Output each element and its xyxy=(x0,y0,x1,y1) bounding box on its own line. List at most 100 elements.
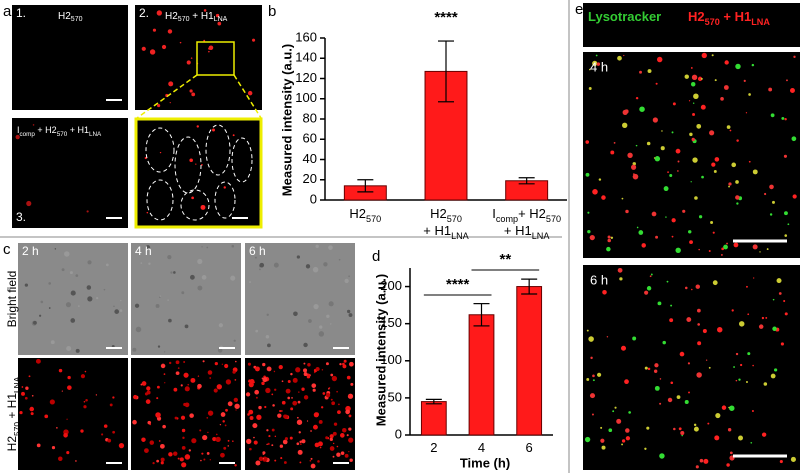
cell-spot xyxy=(692,112,696,116)
cell-spot xyxy=(639,70,642,74)
cell-spot xyxy=(625,436,631,441)
cell-spot xyxy=(217,348,223,353)
cell-spot xyxy=(50,340,55,345)
cell-spot xyxy=(245,392,251,397)
panel-letter: a xyxy=(3,3,12,20)
cell-spot xyxy=(779,459,783,464)
cell-spot xyxy=(197,375,200,377)
cell-spot xyxy=(26,200,32,207)
cell-spot xyxy=(212,436,217,442)
cell-spot xyxy=(619,277,623,281)
cell-spot xyxy=(325,393,331,398)
cell-spot xyxy=(145,399,151,404)
cell-spot xyxy=(723,85,729,90)
cell-spot xyxy=(67,375,71,380)
cell-spot xyxy=(191,196,194,200)
cell-spot xyxy=(712,280,718,286)
cell-spot xyxy=(266,313,269,316)
cell-spot xyxy=(207,431,209,434)
cell-spot xyxy=(112,430,116,434)
cell-spot xyxy=(587,229,591,234)
cell-spot xyxy=(671,218,676,223)
label-run: Lysotracker xyxy=(588,9,661,24)
subscript: LNA xyxy=(12,376,22,393)
cell-spot xyxy=(163,373,166,375)
micrograph xyxy=(135,118,262,228)
cell-spot xyxy=(738,435,744,441)
zoom-line xyxy=(136,74,198,119)
cell-spot xyxy=(588,87,592,90)
cell-spot xyxy=(295,367,301,373)
error-bar xyxy=(438,40,454,103)
cell-spot xyxy=(601,445,606,450)
cell-spot xyxy=(233,397,238,403)
cell-spot xyxy=(253,440,258,445)
x-axis-label: Time (h) xyxy=(460,455,510,470)
cell-spot xyxy=(671,131,674,134)
cell-spot xyxy=(720,253,723,256)
cell-spot xyxy=(15,134,20,140)
cell-spot xyxy=(317,460,320,463)
cell-spot xyxy=(289,436,293,440)
cell-spot xyxy=(283,414,289,419)
cell-spot xyxy=(132,347,137,352)
cell-spot xyxy=(112,396,115,399)
cell-spot xyxy=(711,54,714,57)
cell-spot xyxy=(262,456,268,462)
cell-spot xyxy=(255,460,261,466)
cell-spot xyxy=(729,129,732,132)
cell-spot xyxy=(621,197,624,200)
cell-spot xyxy=(342,364,347,369)
zoom-box xyxy=(196,41,235,76)
cell-outline xyxy=(174,136,202,194)
cell-spot xyxy=(736,202,739,205)
cell-spot xyxy=(167,29,173,34)
cell-spot xyxy=(188,449,191,452)
subscript: 570 xyxy=(178,16,190,23)
cell-spot xyxy=(58,456,63,462)
cell-spot xyxy=(299,443,302,446)
cell-spot xyxy=(348,437,354,443)
label-run: I xyxy=(17,125,20,135)
cell-spot xyxy=(751,409,754,413)
cell-spot xyxy=(247,413,250,416)
cell-spot xyxy=(247,362,252,366)
label-run: H2 xyxy=(430,206,447,221)
cell-spot xyxy=(303,395,309,400)
cell-spot xyxy=(331,401,336,406)
cell-spot xyxy=(40,300,44,304)
cell-spot xyxy=(715,412,721,419)
cell-spot xyxy=(140,262,143,264)
cell-spot xyxy=(222,420,225,423)
cell-spot xyxy=(329,437,333,442)
subscript: 570 xyxy=(12,422,22,436)
cell-spot xyxy=(591,413,594,416)
cell-spot xyxy=(350,382,354,386)
cell-spot xyxy=(713,170,717,173)
cell-spot xyxy=(323,262,328,267)
cell-spot xyxy=(669,174,673,178)
cell-spot xyxy=(588,68,591,71)
cell-spot xyxy=(101,433,104,436)
cell-spot xyxy=(786,79,788,82)
cell-spot xyxy=(297,449,303,455)
cell-spot xyxy=(258,405,262,410)
cell-spot xyxy=(168,452,173,457)
cell-spot xyxy=(636,226,639,229)
cell-spot xyxy=(77,305,80,307)
cell-spot xyxy=(773,368,778,372)
cell-spot xyxy=(184,454,191,460)
cell-spot xyxy=(167,299,169,301)
cell-spot xyxy=(684,286,688,290)
cell-spot xyxy=(303,362,306,365)
cell-spot xyxy=(175,360,180,365)
cell-spot xyxy=(588,336,594,342)
label: H2570 + H1LNA xyxy=(5,376,22,451)
cell-spot xyxy=(616,418,622,424)
cell-spot xyxy=(688,230,692,234)
cell-spot xyxy=(197,258,203,265)
cell-spot xyxy=(247,90,253,96)
cell-spot xyxy=(285,388,291,394)
cell-spot xyxy=(759,251,761,253)
cell-spot xyxy=(644,447,647,450)
